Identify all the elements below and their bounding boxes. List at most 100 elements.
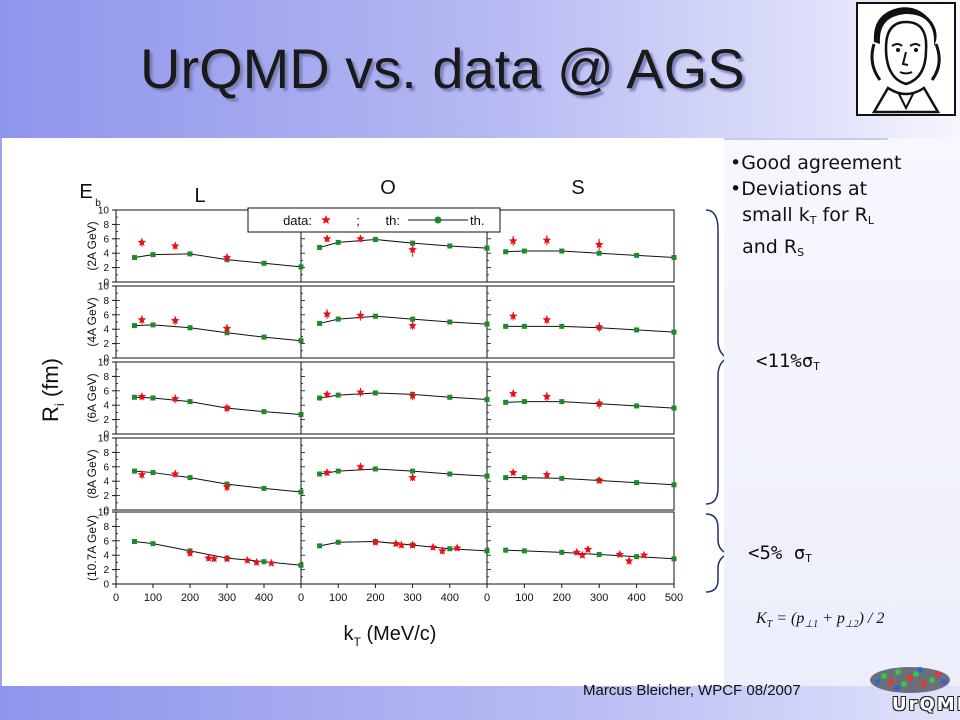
urqmd-logo-text: UrQMD xyxy=(892,694,960,715)
theory-point xyxy=(335,239,341,245)
x-tick-label: 300 xyxy=(403,592,421,604)
theory-curve xyxy=(319,315,488,325)
y-tick-label: 4 xyxy=(103,477,109,488)
theory-point xyxy=(521,323,527,329)
title-banner xyxy=(0,0,960,138)
theory-point xyxy=(447,243,453,249)
data-point xyxy=(137,470,147,479)
data-point xyxy=(508,311,518,320)
data-point xyxy=(594,476,604,485)
theory-point xyxy=(150,541,156,547)
data-point xyxy=(356,311,365,320)
theory-point xyxy=(187,399,193,405)
x-tick-label: 100 xyxy=(515,592,533,604)
y-tick-label: 4 xyxy=(103,551,109,562)
row-label: (2A GeV) xyxy=(85,221,99,270)
theory-point xyxy=(503,475,509,481)
theory-point xyxy=(317,244,323,250)
theory-point xyxy=(187,251,193,257)
theory-point xyxy=(634,327,640,333)
bullet-item: small kT for RL xyxy=(730,204,875,227)
legend-data-star xyxy=(321,215,331,224)
y-tick-label: 8 xyxy=(103,220,109,231)
y-tick-label: 0 xyxy=(103,430,109,441)
data-point xyxy=(508,236,518,245)
data-point xyxy=(267,558,276,567)
theory-curve xyxy=(319,468,488,477)
y-tick-label: 10 xyxy=(98,206,110,217)
y-tick-label: 6 xyxy=(103,536,109,547)
data-point xyxy=(408,391,417,400)
corner-sub-label: b xyxy=(95,198,101,209)
data-point xyxy=(170,241,180,250)
data-point xyxy=(222,324,232,333)
theory-point xyxy=(335,392,341,398)
data-point xyxy=(222,482,232,491)
x-tick-label: 200 xyxy=(366,592,384,604)
data-point xyxy=(508,389,518,398)
slide-title: UrQMD vs. data @ AGS xyxy=(140,37,745,100)
data-point xyxy=(222,554,232,563)
brace-upper xyxy=(705,209,724,505)
theory-point xyxy=(484,396,490,402)
theory-point xyxy=(447,471,453,477)
theory-point xyxy=(132,323,137,329)
theory-point xyxy=(634,554,640,560)
legend-separator: ; xyxy=(356,213,360,228)
side-panel-divider xyxy=(724,138,888,140)
data-point xyxy=(371,537,380,546)
footer-credit: Marcus Bleicher, WPCF 08/2007 xyxy=(583,682,801,699)
theory-point xyxy=(447,546,453,552)
brace-lower xyxy=(705,513,724,593)
theory-point xyxy=(132,394,137,400)
row-label: (8A GeV) xyxy=(85,449,99,498)
deviation-label-11pct: <11%σT xyxy=(756,350,820,373)
data-point xyxy=(243,555,252,564)
goethe-portrait-logo xyxy=(856,2,956,116)
left-border xyxy=(0,138,2,688)
theory-curve xyxy=(134,470,302,493)
column-label-s: S xyxy=(571,177,584,199)
theory-point xyxy=(261,260,267,266)
panel-frame xyxy=(486,511,675,585)
data-point xyxy=(185,548,195,557)
theory-point xyxy=(521,475,527,481)
data-point xyxy=(170,394,180,403)
y-tick-label: 4 xyxy=(103,401,109,412)
data-point xyxy=(204,553,213,562)
theory-point xyxy=(317,320,323,326)
data-point xyxy=(356,387,365,396)
y-tick-label: 2 xyxy=(103,263,109,274)
x-tick-label: 100 xyxy=(329,592,347,604)
theory-point xyxy=(335,539,341,545)
theory-point xyxy=(559,248,565,254)
theory-point xyxy=(634,480,640,486)
theory-point xyxy=(671,405,677,411)
theory-point xyxy=(503,547,509,553)
data-point xyxy=(615,550,624,559)
theory-point xyxy=(596,250,602,256)
theory-point xyxy=(503,323,509,329)
row-label: (10.7A GeV) xyxy=(85,515,99,581)
y-tick-label: 6 xyxy=(103,386,109,397)
panel-frame xyxy=(486,285,675,359)
data-point xyxy=(170,469,180,478)
data-point xyxy=(322,234,332,243)
theory-curve xyxy=(134,396,302,416)
theory-point xyxy=(298,562,304,568)
y-tick-label: 6 xyxy=(103,462,109,473)
theory-point xyxy=(132,255,137,261)
theory-point xyxy=(484,321,490,327)
theory-point xyxy=(596,551,602,557)
column-label-l: L xyxy=(194,185,205,207)
row-label: (6A GeV) xyxy=(85,373,99,422)
bullet-item: •Deviations at xyxy=(730,178,868,200)
y-tick-label: 0 xyxy=(103,354,109,365)
theory-point xyxy=(671,329,677,335)
data-point xyxy=(594,240,604,249)
data-point xyxy=(453,543,462,552)
data-point xyxy=(542,235,552,244)
theory-point xyxy=(559,323,565,329)
y-tick-label: 0 xyxy=(103,506,109,517)
theory-point xyxy=(559,549,565,555)
